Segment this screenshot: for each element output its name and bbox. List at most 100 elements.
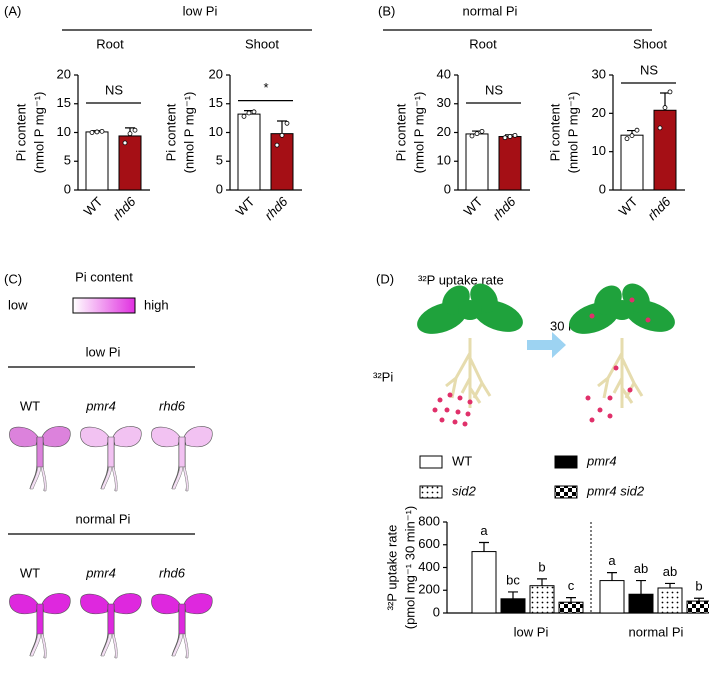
- panel-label: (D): [376, 271, 394, 286]
- y-tick-label: 0: [216, 181, 223, 196]
- tracer-dot: [439, 417, 445, 423]
- bar: [118, 135, 142, 191]
- y-axis-label: Pi content: [13, 103, 28, 161]
- y-axis-label: (nmol P mg⁻¹): [411, 92, 426, 174]
- y-tick-label: 40: [437, 66, 451, 81]
- bar: [237, 113, 261, 191]
- seedling: [80, 593, 142, 659]
- x-tick-label: WT: [461, 194, 486, 219]
- tracer-dot: [457, 395, 463, 401]
- source-label: ³²Pi: [373, 369, 393, 384]
- x-tick-label: rhd6: [110, 193, 140, 223]
- genotype-label: pmr4: [85, 565, 116, 580]
- y-tick-label: 5: [216, 153, 223, 168]
- y-axis-label: (pmol mg⁻¹ 30 min⁻¹): [402, 506, 417, 630]
- error-bar: [479, 541, 489, 552]
- root: [171, 633, 189, 659]
- tracer-dot: [455, 409, 461, 415]
- panel-label: (C): [4, 271, 22, 286]
- y-axis-label: Pi content: [393, 103, 408, 161]
- legend-label: sid2: [452, 483, 477, 498]
- y-tick-label: 30: [437, 95, 451, 110]
- significance-letter: b: [538, 559, 545, 574]
- significance-letter: a: [480, 523, 488, 538]
- legend-swatch: [554, 485, 578, 499]
- y-tick-label: 20: [57, 66, 71, 81]
- data-point: [667, 89, 673, 95]
- root: [171, 466, 189, 492]
- cotyledon: [183, 426, 213, 448]
- bar: [498, 136, 522, 191]
- bar: [529, 585, 555, 614]
- stem: [36, 436, 44, 468]
- tracer-dot: [437, 397, 443, 403]
- chart-title: Shoot: [245, 36, 279, 51]
- x-tick-label: WT: [616, 194, 641, 219]
- y-tick-label: 10: [57, 124, 71, 139]
- bar: [471, 551, 497, 614]
- tracer-dot: [452, 419, 458, 425]
- y-tick-label: 15: [57, 95, 71, 110]
- leaf: [610, 300, 634, 320]
- x-tick-label: low Pi: [514, 624, 549, 639]
- genotype-label: rhd6: [159, 398, 186, 413]
- error-bar: [607, 572, 617, 581]
- error-bar: [636, 579, 646, 595]
- y-tick-label: 20: [209, 66, 223, 81]
- root: [100, 466, 118, 492]
- y-axis-label: (nmol P mg⁻¹): [565, 92, 580, 174]
- significance-letter: ab: [663, 564, 677, 579]
- y-axis-label: (nmol P mg⁻¹): [31, 92, 46, 174]
- gradient-bar: [72, 297, 136, 314]
- significance-label: NS: [485, 82, 503, 97]
- seedling: [151, 593, 213, 659]
- significance-letter: a: [608, 553, 616, 568]
- x-tick-label: normal Pi: [629, 624, 684, 639]
- panel-label: (B): [378, 3, 395, 18]
- root: [29, 633, 47, 659]
- tracer-dot: [462, 421, 468, 427]
- genotype-label: pmr4: [85, 398, 116, 413]
- error-bar: [694, 597, 704, 602]
- significance-letter: c: [568, 578, 575, 593]
- bar: [657, 587, 683, 614]
- y-axis-label: (nmol P mg⁻¹): [181, 92, 196, 174]
- data-point: [279, 132, 285, 138]
- legend-swatch: [554, 455, 578, 469]
- cotyledon: [151, 593, 181, 615]
- y-tick-label: 5: [64, 153, 71, 168]
- y-tick-label: 200: [418, 582, 440, 597]
- legend-label: pmr4: [586, 453, 617, 468]
- chart-title: Root: [469, 36, 497, 51]
- row-title: normal Pi: [76, 511, 131, 526]
- legend-label: pmr4 sid2: [586, 483, 645, 498]
- significance-label: NS: [640, 62, 658, 77]
- significance-letter: bc: [506, 572, 520, 587]
- cotyledon: [80, 593, 110, 615]
- data-point: [634, 127, 640, 133]
- data-point: [246, 110, 252, 116]
- significance-label: *: [263, 80, 268, 95]
- seedling: [9, 593, 71, 659]
- error-bar: [537, 578, 547, 586]
- tracer-dot: [589, 417, 595, 423]
- seedling: [151, 426, 213, 492]
- error-bar: [566, 597, 576, 603]
- bar: [653, 109, 677, 191]
- x-tick-label: WT: [81, 194, 106, 219]
- cotyledon: [41, 426, 71, 448]
- arrow: [527, 332, 566, 358]
- tracer-dot: [589, 313, 595, 319]
- data-point: [284, 120, 290, 126]
- bar: [465, 133, 489, 191]
- data-point: [99, 128, 105, 134]
- bar: [686, 600, 709, 614]
- x-tick-label: rhd6: [645, 193, 675, 223]
- y-axis-label: ³²P uptake rate: [384, 525, 399, 611]
- y-tick-label: 600: [418, 536, 440, 551]
- genotype-label: WT: [20, 565, 40, 580]
- x-tick-label: WT: [233, 194, 258, 219]
- data-point: [507, 134, 513, 139]
- significance-letter: b: [695, 579, 702, 594]
- data-point: [251, 109, 257, 115]
